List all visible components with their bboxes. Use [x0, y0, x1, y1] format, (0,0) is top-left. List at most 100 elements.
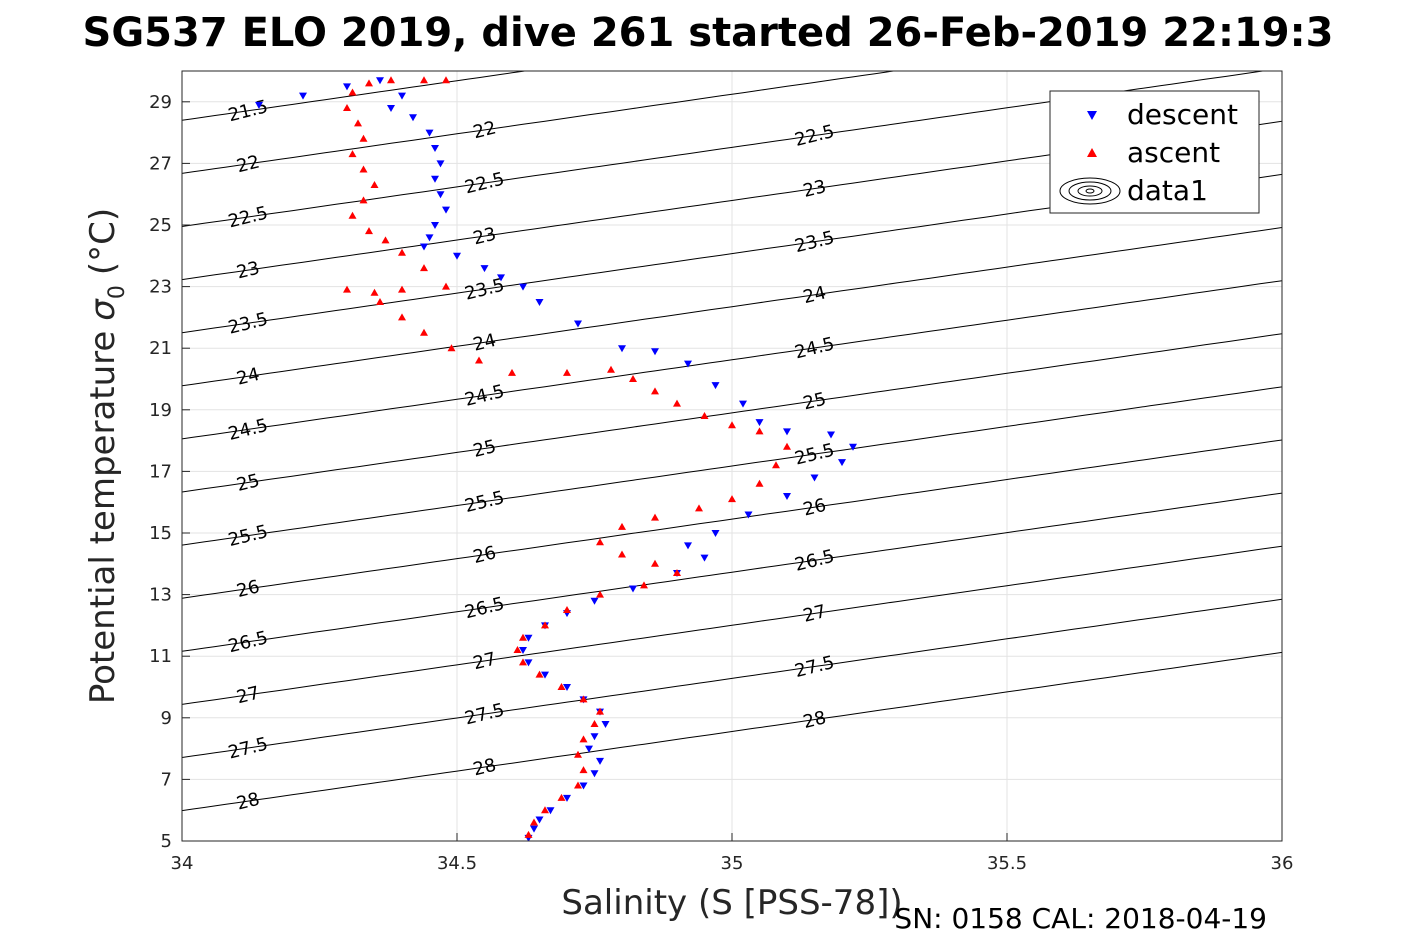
- ascent-point: [590, 719, 599, 727]
- contour-icon: [1059, 177, 1121, 205]
- isopycnal-line: [182, 333, 1282, 493]
- y-axis-label-subscript: 0: [105, 285, 130, 299]
- descent-point: [810, 474, 819, 482]
- ascent-point: [563, 606, 571, 613]
- ascent-point: [728, 495, 736, 503]
- isopycnal-line: [182, 227, 1282, 387]
- ascent-point: [579, 695, 588, 703]
- ascent-point: [398, 285, 406, 293]
- ascent-point: [359, 134, 368, 142]
- ascent-point: [783, 442, 791, 450]
- y-axis-label: Potential temperature σ0 (°C): [83, 208, 130, 704]
- descent-point: [596, 757, 604, 765]
- descent-point: [601, 720, 610, 728]
- y-tick-label: 25: [149, 215, 172, 236]
- ascent-point: [541, 621, 549, 629]
- ascent-point: [447, 344, 456, 352]
- ascent-point: [348, 88, 357, 96]
- y-axis-ticks: 5 7 9 11 13 15 17 19 21 23 25 27 29: [149, 92, 190, 852]
- ascent-point: [519, 633, 527, 641]
- descent-point: [618, 345, 626, 353]
- descent-point: [299, 92, 307, 100]
- ascent-point: [475, 356, 483, 364]
- legend-descent-label: descent: [1127, 98, 1238, 131]
- x-tick-label: 35: [721, 853, 744, 874]
- ascent-point: [365, 79, 373, 87]
- isopycnal-line: [182, 386, 1282, 546]
- ascent-point: [354, 119, 362, 127]
- ascent-point: [420, 328, 428, 336]
- descent-point: [838, 459, 846, 467]
- y-tick-label: 7: [161, 769, 172, 790]
- grid-lines: [181, 71, 1283, 842]
- ascent-point: [398, 248, 406, 256]
- descent-point: [590, 770, 599, 778]
- descent-point: [431, 175, 439, 183]
- ascent-point: [359, 165, 368, 173]
- ascent-point: [673, 399, 681, 407]
- descent-point: [530, 825, 538, 833]
- ascent-point: [524, 830, 533, 838]
- ascent-point: [557, 793, 566, 801]
- y-axis-label-symbol: σ: [83, 298, 123, 321]
- descent-point: [849, 443, 857, 451]
- ascent-point: [359, 196, 368, 204]
- isopycnal-line: [182, 492, 1282, 652]
- ascent-point: [541, 806, 549, 814]
- descent-point: [590, 597, 599, 605]
- descent-point: [519, 283, 527, 291]
- ascent-point: [640, 581, 648, 589]
- ascent-point: [420, 264, 428, 272]
- descent-point: [563, 794, 571, 802]
- descent-point: [783, 493, 791, 501]
- isopycnal-line: [182, 280, 1282, 440]
- ascent-point: [574, 750, 582, 758]
- ascent-point: [513, 646, 522, 654]
- ascent-point: [563, 368, 571, 376]
- ascent-point: [651, 387, 659, 395]
- ascent-point: [755, 479, 764, 487]
- descent-point: [535, 299, 544, 306]
- ascent-point: [618, 522, 626, 530]
- ascent-point: [508, 368, 516, 376]
- y-axis-label-text: Potential temperature: [83, 331, 123, 704]
- x-tick-label: 34: [171, 853, 194, 874]
- descent-point: [343, 83, 351, 91]
- isopycnal-line: [182, 598, 1282, 758]
- ascent-point: [535, 670, 544, 678]
- footer-caption: SN: 0158 CAL: 2018-04-19: [894, 902, 1267, 935]
- descent-point: [684, 360, 692, 368]
- ascent-point: [607, 365, 615, 373]
- ascent-point: [381, 236, 390, 244]
- descent-point: [744, 511, 753, 519]
- ascent-point: [651, 559, 659, 567]
- ascent-point: [343, 103, 351, 111]
- y-tick-label: 5: [161, 831, 172, 852]
- descent-point: [546, 807, 555, 815]
- ascent-point: [673, 569, 681, 577]
- legend: descent ascent data1: [1049, 90, 1260, 214]
- descent-point: [519, 647, 527, 655]
- descent-point: [409, 114, 417, 122]
- ascent-series: [343, 76, 791, 838]
- ascent-point: [579, 735, 588, 743]
- isopycnal-line: [182, 439, 1282, 599]
- isopycnal-line: [182, 545, 1282, 705]
- ascent-point: [728, 421, 736, 429]
- x-axis-label: Salinity (S [PSS-78]): [561, 883, 902, 923]
- descent-point: [442, 206, 450, 214]
- descent-point: [436, 191, 445, 199]
- descent-point: [563, 684, 571, 691]
- descent-point: [524, 659, 533, 667]
- ascent-point: [596, 590, 604, 598]
- descent-point: [255, 101, 263, 109]
- y-tick-label: 9: [161, 708, 172, 729]
- y-tick-label: 29: [149, 92, 172, 113]
- descent-point: [436, 160, 445, 168]
- isopycnal-line: [182, 651, 1282, 812]
- ascent-point: [629, 375, 637, 382]
- y-tick-label: 27: [149, 153, 172, 174]
- legend-ascent-marker: [1087, 148, 1097, 157]
- y-tick-label: 23: [149, 277, 172, 298]
- ascent-point: [365, 227, 373, 235]
